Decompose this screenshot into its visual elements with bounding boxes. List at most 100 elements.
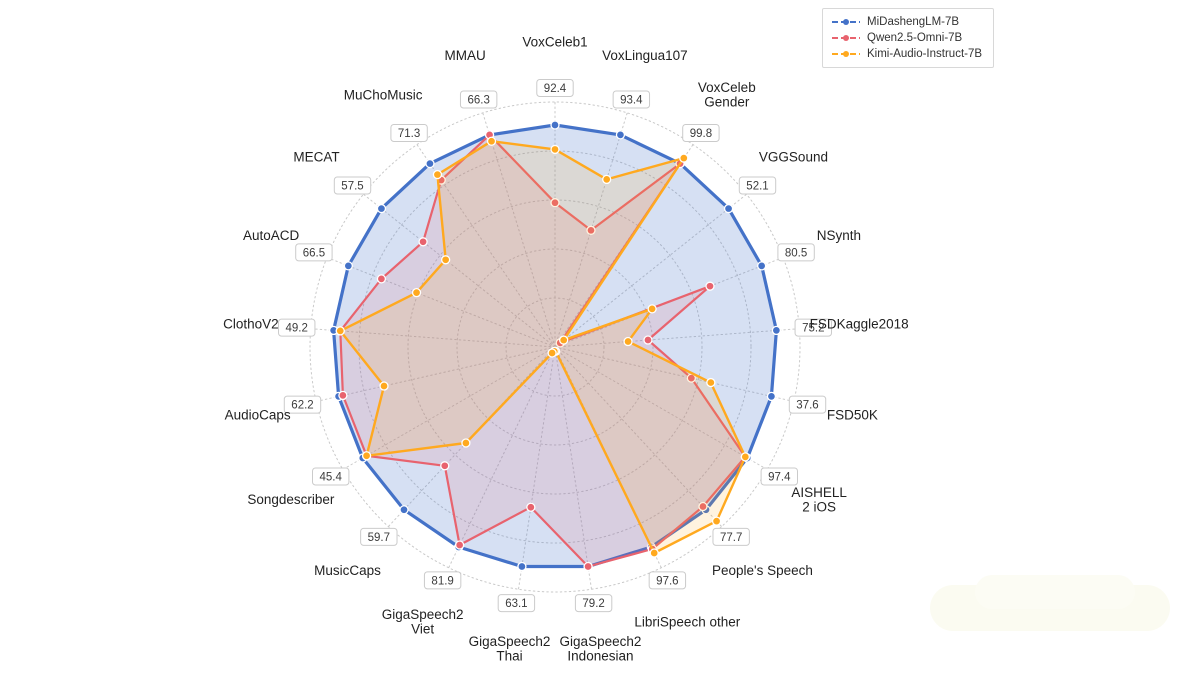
value-badge-text: 71.3 xyxy=(398,128,420,140)
value-badge-text: 66.3 xyxy=(467,95,489,107)
grid-spoke xyxy=(517,346,556,590)
axis-label: GigaSpeech2 xyxy=(382,607,464,622)
data-point-marker xyxy=(679,153,689,163)
axis-label: FSDKaggle2018 xyxy=(810,317,909,332)
legend-line-dot-symbol xyxy=(832,51,860,57)
value-badge-text: 49.2 xyxy=(286,323,308,335)
axis-label: VoxCeleb1 xyxy=(522,35,587,50)
grid-ring xyxy=(407,199,703,495)
value-badge xyxy=(360,527,398,546)
data-point-marker xyxy=(643,335,653,345)
data-point-marker xyxy=(411,288,422,298)
data-point-marker xyxy=(425,158,435,169)
data-point-marker xyxy=(550,144,560,155)
legend-item-label: Kimi-Audio-Instruct-7B xyxy=(867,48,983,60)
data-point-marker xyxy=(361,451,372,461)
data-point-marker xyxy=(461,438,471,448)
grid-spoke xyxy=(482,112,556,348)
value-badge-text: 37.6 xyxy=(796,400,818,412)
axis-label: MusicCaps xyxy=(314,563,381,578)
value-badge-text: 81.9 xyxy=(431,575,453,587)
axis-label: AISHELL xyxy=(791,485,847,500)
value-badge-text: 57.5 xyxy=(341,181,363,193)
axis-label: GigaSpeech2 xyxy=(560,634,642,649)
data-point-marker xyxy=(698,501,708,512)
grid-spoke xyxy=(554,193,748,348)
data-point-marker xyxy=(705,281,715,291)
data-point-marker xyxy=(723,203,734,214)
value-badge-text: 63.1 xyxy=(505,598,527,610)
value-badge-text: 52.1 xyxy=(746,181,768,193)
grid-spoke xyxy=(554,346,723,528)
data-point-marker xyxy=(583,561,593,572)
axis-label: LibriSpeech other xyxy=(634,614,740,629)
value-badge-text: 62.2 xyxy=(291,400,313,412)
axis-label: FSD50K xyxy=(827,407,878,422)
data-point-marker xyxy=(740,452,750,462)
data-point-marker xyxy=(486,136,497,146)
value-badge xyxy=(333,176,372,195)
value-badge xyxy=(738,176,777,195)
data-point-marker xyxy=(376,203,387,214)
grid-ring xyxy=(309,101,801,593)
value-badge xyxy=(459,90,498,109)
grid-spoke xyxy=(326,256,556,348)
data-point-marker xyxy=(432,169,443,180)
data-point-marker xyxy=(454,540,465,550)
value-badge xyxy=(794,318,832,337)
data-point-marker xyxy=(766,391,777,402)
legend-item-kimi[interactable]: Kimi-Audio-Instruct-7B xyxy=(831,46,982,62)
value-badge xyxy=(788,395,827,414)
value-badge xyxy=(574,594,613,613)
value-badge xyxy=(497,594,536,613)
axis-label: NSynth xyxy=(817,228,861,243)
data-point-marker xyxy=(379,381,389,391)
legend-item-label: Qwen2.5-Omni-7B xyxy=(867,32,963,44)
data-point-marker xyxy=(338,390,348,401)
data-point-marker xyxy=(602,174,612,185)
axis-label: VGGSound xyxy=(759,149,828,164)
data-point-marker xyxy=(335,326,345,336)
data-point-marker xyxy=(647,304,657,314)
value-badge-text: 97.4 xyxy=(768,472,791,484)
legend-item-midashenglm[interactable]: MiDashengLM-7B xyxy=(831,14,982,30)
value-badge xyxy=(777,243,815,262)
axis-label: VoxLingua107 xyxy=(602,48,688,63)
value-badge xyxy=(712,527,750,546)
grid-spoke xyxy=(310,328,556,348)
value-badge-text: 75.2 xyxy=(802,323,824,335)
data-point-marker xyxy=(441,255,451,265)
value-badge-text: 79.2 xyxy=(582,598,604,610)
legend-item-qwen[interactable]: Qwen2.5-Omni-7B xyxy=(831,30,982,46)
watermark-blob xyxy=(975,575,1135,609)
value-badge-text: 66.5 xyxy=(303,247,325,259)
legend-item-label: MiDashengLM-7B xyxy=(867,16,960,28)
grid-spoke xyxy=(362,193,556,348)
grid-ring xyxy=(456,248,654,446)
grid-spoke xyxy=(554,328,800,348)
axis-label: Viet xyxy=(411,622,434,637)
axis-label: MuChoMusic xyxy=(344,87,423,102)
data-point-marker xyxy=(418,237,428,247)
axis-label: Indonesian xyxy=(567,648,633,663)
value-badge-text: 97.6 xyxy=(656,575,678,587)
data-point-marker xyxy=(757,261,767,271)
data-point-marker xyxy=(376,274,387,284)
grid-spoke xyxy=(554,346,795,403)
data-point-marker xyxy=(711,516,722,526)
value-badge xyxy=(536,79,574,97)
grid-spoke xyxy=(342,346,556,470)
grid-spoke xyxy=(554,346,593,590)
axis-label: AutoACD xyxy=(243,228,300,243)
axis-label: ClothoV2 xyxy=(223,317,279,332)
axis-label: Gender xyxy=(704,95,750,110)
axis-label: MECAT xyxy=(293,149,339,164)
axis-label: 2 iOS xyxy=(802,499,836,514)
axis-label: GigaSpeech2 xyxy=(469,634,551,649)
chart-legend: MiDashengLM-7B Qwen2.5-Omni-7B Kimi-Audi… xyxy=(822,8,995,68)
data-point-marker xyxy=(559,335,569,345)
value-badge-text: 59.7 xyxy=(368,532,390,544)
data-point-marker xyxy=(526,502,536,512)
value-badge xyxy=(423,571,462,590)
value-badge xyxy=(390,124,428,143)
